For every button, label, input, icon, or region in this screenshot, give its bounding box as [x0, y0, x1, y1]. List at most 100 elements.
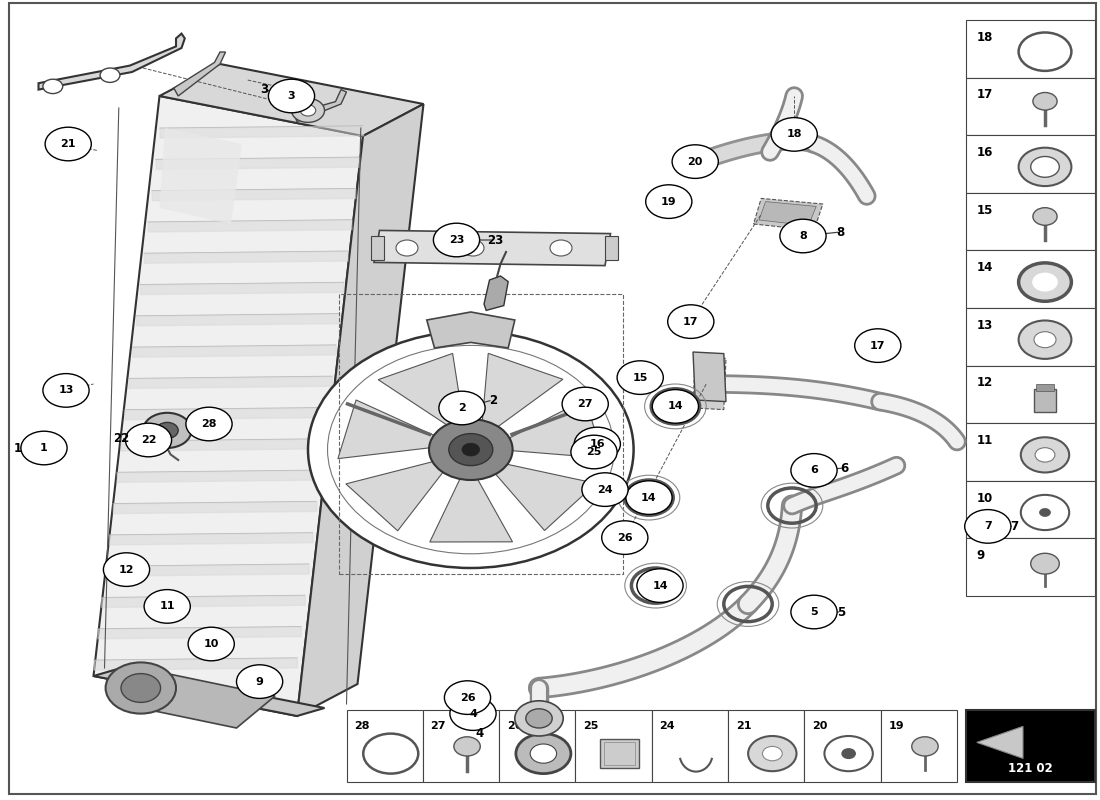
- Circle shape: [433, 223, 480, 257]
- Circle shape: [824, 736, 872, 771]
- Text: 13: 13: [977, 318, 993, 332]
- Text: 22: 22: [113, 432, 129, 445]
- Circle shape: [1034, 332, 1056, 348]
- Circle shape: [646, 185, 692, 218]
- Circle shape: [1033, 93, 1057, 110]
- Text: 14: 14: [652, 581, 668, 590]
- Bar: [346, 710, 422, 782]
- Polygon shape: [693, 357, 726, 410]
- Circle shape: [100, 68, 120, 82]
- Text: 17: 17: [870, 341, 886, 350]
- Polygon shape: [160, 64, 424, 136]
- Text: 21: 21: [736, 722, 751, 731]
- Circle shape: [530, 744, 557, 763]
- Text: 10: 10: [204, 639, 219, 649]
- Circle shape: [574, 427, 620, 461]
- Bar: [966, 135, 1094, 193]
- Circle shape: [454, 737, 481, 756]
- Text: 21: 21: [60, 139, 76, 149]
- Circle shape: [236, 665, 283, 698]
- Circle shape: [188, 627, 234, 661]
- Polygon shape: [484, 276, 508, 310]
- Circle shape: [1031, 157, 1059, 178]
- Circle shape: [292, 98, 324, 122]
- Polygon shape: [160, 128, 242, 224]
- Polygon shape: [977, 726, 1023, 758]
- Circle shape: [652, 390, 698, 423]
- Bar: [966, 250, 1094, 308]
- Circle shape: [1040, 509, 1050, 517]
- Circle shape: [780, 219, 826, 253]
- Circle shape: [143, 413, 191, 448]
- Text: 11: 11: [160, 602, 175, 611]
- Text: 25: 25: [586, 447, 602, 457]
- Circle shape: [106, 662, 176, 714]
- Circle shape: [43, 374, 89, 407]
- Text: 8: 8: [799, 231, 807, 241]
- Text: 18: 18: [977, 30, 993, 44]
- Circle shape: [672, 145, 718, 178]
- Polygon shape: [39, 34, 185, 90]
- Bar: [604, 742, 635, 765]
- Text: 20: 20: [688, 157, 703, 166]
- Text: 2: 2: [458, 403, 466, 413]
- Bar: [966, 423, 1094, 481]
- Text: 12: 12: [119, 565, 134, 574]
- Text: 26: 26: [507, 722, 522, 731]
- Bar: [575, 710, 652, 782]
- Circle shape: [450, 697, 496, 730]
- Bar: [728, 710, 804, 782]
- Circle shape: [1019, 321, 1071, 359]
- Text: 17: 17: [977, 88, 993, 102]
- Bar: [966, 366, 1094, 423]
- Text: 7: 7: [1010, 520, 1019, 533]
- Circle shape: [1033, 274, 1057, 291]
- Text: 1: 1: [13, 442, 22, 454]
- Circle shape: [550, 240, 572, 256]
- Polygon shape: [121, 672, 275, 728]
- Bar: [966, 308, 1094, 366]
- Text: 23: 23: [449, 235, 464, 245]
- Circle shape: [762, 746, 782, 761]
- Polygon shape: [430, 479, 513, 542]
- Text: 16: 16: [977, 146, 993, 159]
- Circle shape: [1021, 495, 1069, 530]
- Circle shape: [791, 454, 837, 487]
- Text: 11: 11: [977, 434, 993, 447]
- Polygon shape: [378, 354, 463, 425]
- Circle shape: [449, 434, 493, 466]
- Text: 19: 19: [889, 722, 904, 731]
- Bar: [966, 538, 1094, 596]
- Text: 2: 2: [488, 394, 497, 406]
- Text: 23: 23: [487, 234, 503, 246]
- Bar: [1036, 385, 1054, 391]
- Circle shape: [668, 305, 714, 338]
- Text: 24: 24: [597, 485, 613, 494]
- Circle shape: [748, 736, 796, 771]
- Circle shape: [300, 105, 316, 116]
- Circle shape: [571, 435, 617, 469]
- Circle shape: [617, 361, 663, 394]
- Bar: [422, 710, 499, 782]
- Bar: [881, 710, 957, 782]
- Circle shape: [103, 553, 150, 586]
- Circle shape: [444, 681, 491, 714]
- Text: 13: 13: [58, 386, 74, 395]
- Circle shape: [21, 431, 67, 465]
- Text: 22: 22: [141, 435, 156, 445]
- Text: 12: 12: [977, 376, 993, 390]
- Text: 15: 15: [632, 373, 648, 382]
- Circle shape: [1033, 208, 1057, 226]
- Text: 5: 5: [811, 607, 817, 617]
- Circle shape: [1021, 438, 1069, 473]
- Bar: [1034, 390, 1056, 412]
- Text: 14: 14: [977, 261, 993, 274]
- Circle shape: [396, 240, 418, 256]
- Bar: [339, 294, 623, 574]
- Circle shape: [1019, 148, 1071, 186]
- Polygon shape: [759, 202, 816, 226]
- Text: 7: 7: [983, 522, 992, 531]
- Text: 26: 26: [460, 693, 475, 702]
- Circle shape: [186, 407, 232, 441]
- Text: 3: 3: [288, 91, 295, 101]
